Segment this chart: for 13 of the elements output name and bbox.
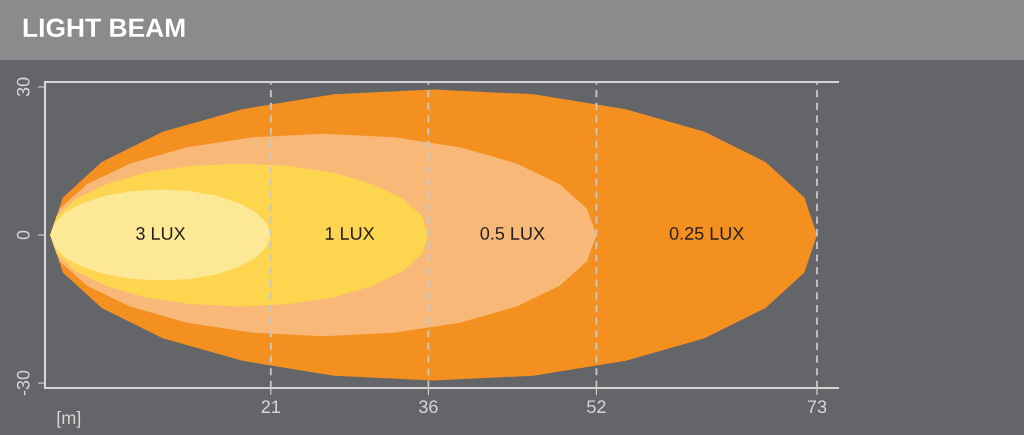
series-label: 3 LUX: [136, 227, 186, 240]
x-axis-title: [m]: [57, 410, 81, 428]
x-tick-label: 36: [419, 400, 438, 414]
series-label: 1 LUX: [325, 227, 375, 240]
chart-title: LIGHT BEAM: [23, 18, 185, 38]
x-tick-label: 52: [587, 400, 606, 414]
series-label: 0.5 LUX: [480, 227, 545, 240]
y-tick-label: -30: [16, 370, 30, 396]
series-label: 0.25 LUX: [669, 227, 744, 240]
x-tick-label: 73: [807, 400, 827, 414]
y-tick-label: 0: [16, 230, 30, 240]
x-tick-label: 21: [261, 400, 280, 413]
y-tick-label: 30: [16, 77, 30, 97]
